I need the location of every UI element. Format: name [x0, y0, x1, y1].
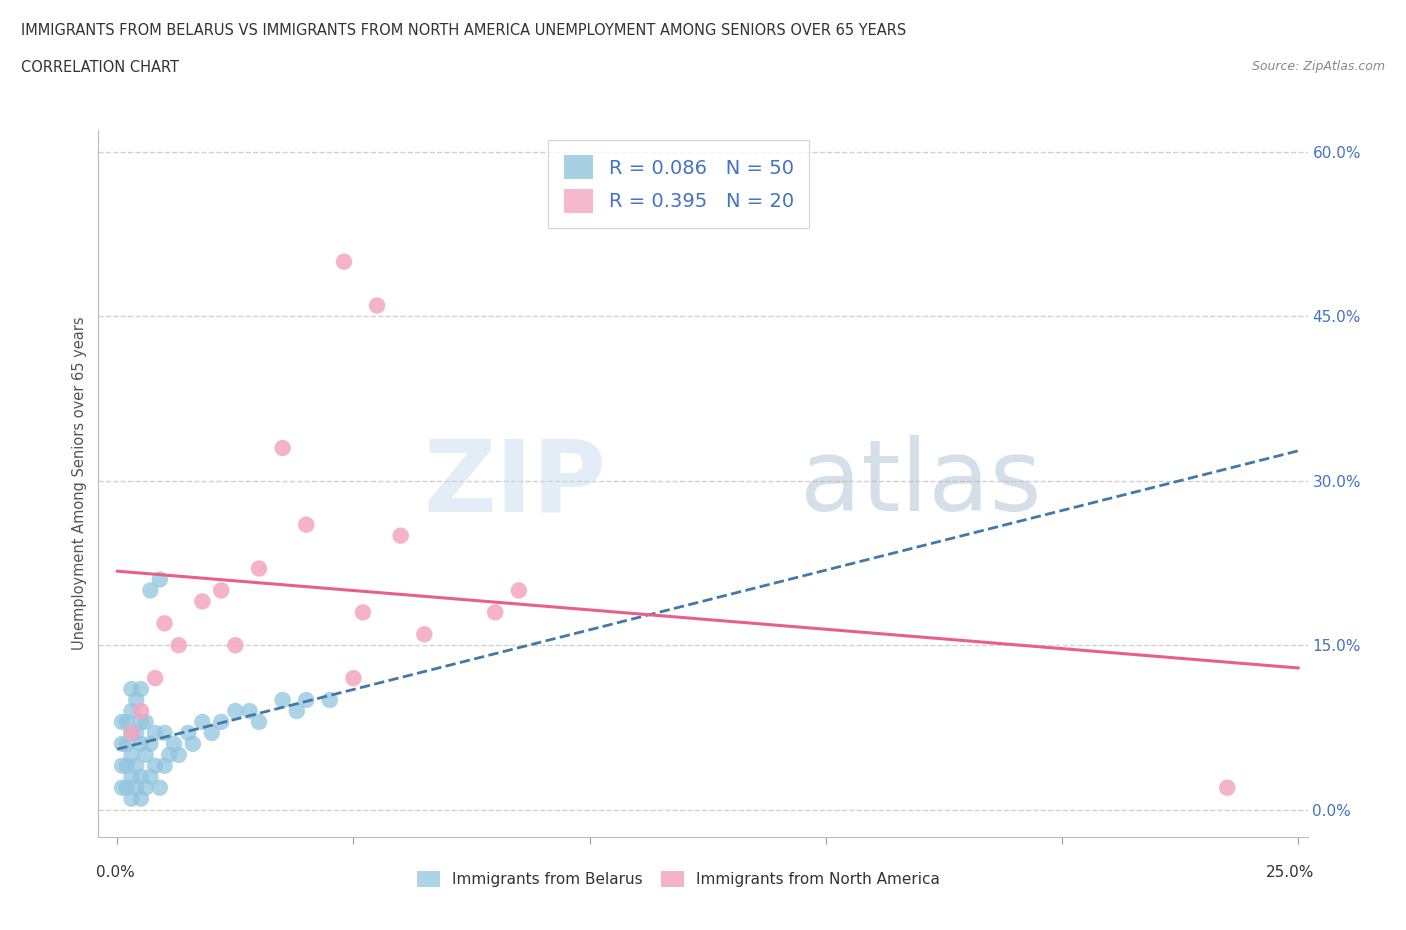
Text: atlas: atlas — [800, 435, 1042, 532]
Point — [271, 693, 294, 708]
Point — [413, 627, 436, 642]
Point — [129, 714, 152, 729]
Point — [319, 693, 342, 708]
Text: CORRELATION CHART: CORRELATION CHART — [21, 60, 179, 75]
Point — [191, 594, 214, 609]
Point — [191, 714, 214, 729]
Point — [121, 769, 143, 784]
Point — [295, 693, 318, 708]
Point — [153, 616, 176, 631]
Point — [239, 703, 262, 718]
Point — [163, 737, 186, 751]
Point — [143, 725, 166, 740]
Point — [224, 703, 246, 718]
Point — [153, 725, 176, 740]
Point — [149, 572, 172, 587]
Point — [389, 528, 412, 543]
Point — [484, 604, 506, 619]
Point — [115, 737, 138, 751]
Legend: Immigrants from Belarus, Immigrants from North America: Immigrants from Belarus, Immigrants from… — [411, 865, 946, 893]
Point — [139, 583, 162, 598]
Point — [181, 737, 204, 751]
Point — [295, 517, 318, 532]
Point — [157, 748, 180, 763]
Y-axis label: Unemployment Among Seniors over 65 years: Unemployment Among Seniors over 65 years — [72, 317, 87, 650]
Point — [129, 682, 152, 697]
Point — [129, 737, 152, 751]
Point — [121, 748, 143, 763]
Point — [121, 725, 143, 740]
Point — [342, 671, 364, 685]
Point — [121, 791, 143, 806]
Point — [115, 714, 138, 729]
Point — [366, 299, 388, 313]
Point — [139, 769, 162, 784]
Point — [143, 671, 166, 685]
Point — [1216, 780, 1239, 795]
Point — [149, 780, 172, 795]
Point — [125, 758, 148, 773]
Point — [352, 604, 374, 619]
Point — [224, 638, 246, 653]
Point — [508, 583, 530, 598]
Point — [111, 780, 134, 795]
Point — [247, 561, 270, 576]
Text: Source: ZipAtlas.com: Source: ZipAtlas.com — [1251, 60, 1385, 73]
Point — [167, 748, 190, 763]
Point — [125, 780, 148, 795]
Point — [121, 682, 143, 697]
Point — [285, 703, 308, 718]
Point — [129, 769, 152, 784]
Text: 25.0%: 25.0% — [1267, 865, 1315, 880]
Point — [115, 758, 138, 773]
Point — [167, 638, 190, 653]
Point — [135, 748, 157, 763]
Text: ZIP: ZIP — [423, 435, 606, 532]
Point — [271, 441, 294, 456]
Point — [209, 714, 232, 729]
Point — [121, 725, 143, 740]
Point — [135, 714, 157, 729]
Point — [333, 254, 356, 269]
Point — [121, 703, 143, 718]
Point — [129, 703, 152, 718]
Point — [125, 693, 148, 708]
Point — [139, 737, 162, 751]
Point — [111, 737, 134, 751]
Point — [111, 714, 134, 729]
Point — [115, 780, 138, 795]
Point — [143, 758, 166, 773]
Point — [201, 725, 224, 740]
Point — [247, 714, 270, 729]
Point — [177, 725, 200, 740]
Point — [209, 583, 232, 598]
Text: IMMIGRANTS FROM BELARUS VS IMMIGRANTS FROM NORTH AMERICA UNEMPLOYMENT AMONG SENI: IMMIGRANTS FROM BELARUS VS IMMIGRANTS FR… — [21, 23, 907, 38]
Point — [111, 758, 134, 773]
Point — [153, 758, 176, 773]
Point — [125, 725, 148, 740]
Point — [129, 791, 152, 806]
Text: 0.0%: 0.0% — [96, 865, 135, 880]
Point — [135, 780, 157, 795]
